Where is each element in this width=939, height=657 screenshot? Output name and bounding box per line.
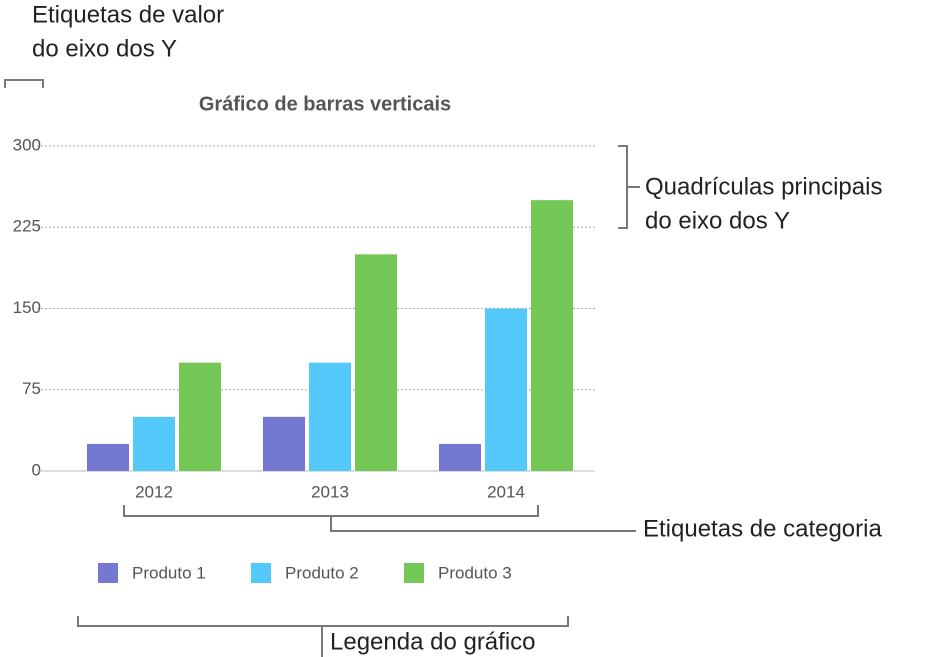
bar [263,416,305,471]
x-tick-label: 2014 [487,482,525,501]
annotation: Quadrículas principais [645,173,882,200]
annotation: Etiquetas de valor [32,1,224,28]
legend-swatch [98,563,118,583]
bracket [123,505,636,532]
x-tick-label: 2012 [135,482,173,501]
y-tick-label: 0 [32,460,41,479]
bracket [618,145,640,229]
bar [179,362,221,471]
legend-swatch [404,563,424,583]
bar [133,416,175,471]
x-tick-label: 2013 [311,482,349,501]
bar [439,443,481,471]
y-tick-label: 75 [22,379,41,398]
annotation: do eixo dos Y [32,35,177,62]
y-tick-label: 150 [13,298,41,317]
bar [485,308,527,471]
bracket [4,79,44,88]
bar [531,200,573,471]
bracket [77,616,569,657]
chart-title: Gráfico de barras verticais [199,93,451,115]
legend-swatch [251,563,271,583]
legend-label: Produto 2 [285,563,359,582]
annotation: do eixo dos Y [645,207,790,234]
y-tick-label: 300 [13,135,41,154]
y-tick-label: 225 [13,217,41,236]
bar [87,443,129,471]
legend-label: Produto 1 [132,563,206,582]
annotation: Legenda do gráfico [330,628,536,655]
bar [309,362,351,471]
bar [355,254,397,471]
legend-label: Produto 3 [438,563,512,582]
annotation: Etiquetas de categoria [643,515,882,542]
